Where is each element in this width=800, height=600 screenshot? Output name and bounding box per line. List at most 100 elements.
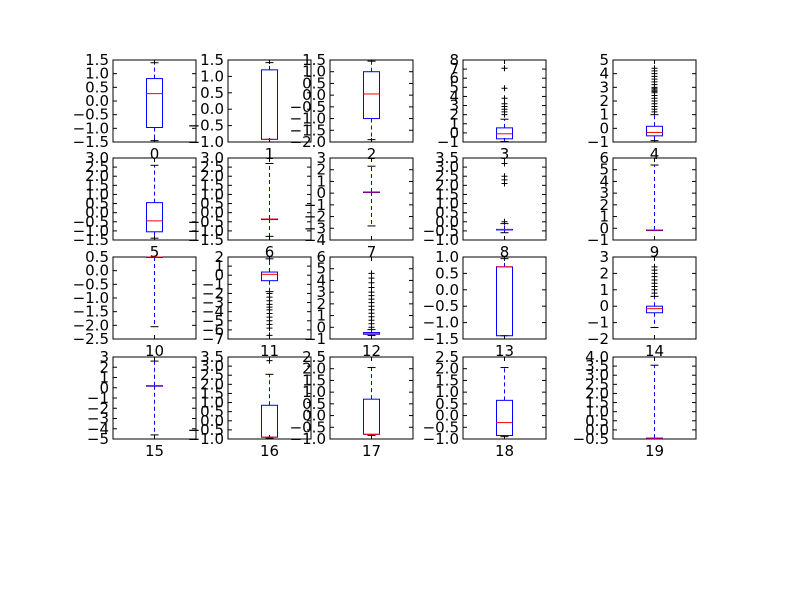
ytick-label: 0.0 <box>302 86 326 104</box>
ytick-label: 1 <box>316 307 326 325</box>
ytick-label: 3.0 <box>200 357 224 375</box>
ytick-label: 2.5 <box>200 366 224 384</box>
box <box>146 202 163 233</box>
ytick-label: 3.5 <box>200 348 224 366</box>
ytick-label: 1 <box>316 172 326 190</box>
xtick-label: 11 <box>260 342 279 360</box>
ytick-label: 0.0 <box>200 100 224 118</box>
ytick-label: 0 <box>214 266 224 284</box>
flier-point <box>501 218 508 225</box>
ytick-label: 0.0 <box>85 204 109 222</box>
ytick-label: 0.5 <box>200 403 224 421</box>
ytick-label: 4 <box>599 65 609 83</box>
box <box>646 305 663 314</box>
ytick-label: 1 <box>214 257 224 275</box>
ytick-label: 1.5 <box>435 371 459 389</box>
ytick-label: 0.5 <box>435 395 459 413</box>
subplot-8: −1.0−0.50.00.51.01.52.02.53.03.5 8 <box>423 149 547 261</box>
ytick-label: 2.5 <box>585 375 609 393</box>
ytick-label: 0.0 <box>85 262 109 280</box>
ytick-label: 2.5 <box>302 348 326 366</box>
ytick-label: 4 <box>316 271 326 289</box>
ytick-label: 2 <box>316 161 326 179</box>
ytick-label: 3 <box>316 283 326 301</box>
ytick-label: −1.0 <box>423 314 459 332</box>
xtick-label: 9 <box>650 243 660 261</box>
ytick-label: 2.0 <box>585 384 609 402</box>
ytick-label: −2.0 <box>290 133 326 151</box>
ytick-label: −1 <box>304 196 326 214</box>
xtick-label: 2 <box>367 145 377 163</box>
ytick-label: −0.5 <box>423 222 459 240</box>
ytick-label: 3 <box>99 348 109 366</box>
ytick-label: 3 <box>449 97 459 115</box>
ytick-label: 3.0 <box>435 158 459 176</box>
ytick-label: 0 <box>316 318 326 336</box>
ytick-label: 2.5 <box>85 158 109 176</box>
ytick-label: 0 <box>316 184 326 202</box>
ytick-label: −2 <box>587 330 609 348</box>
ytick-label: 2 <box>449 106 459 124</box>
ytick-label: −1.0 <box>73 119 109 137</box>
ytick-label: 3.5 <box>585 357 609 375</box>
ytick-label: 1.0 <box>85 185 109 203</box>
ytick-label: −1.0 <box>423 231 459 249</box>
ytick-label: 0.0 <box>200 412 224 430</box>
ytick-label: 3.0 <box>200 149 224 167</box>
ytick-label: 1.0 <box>85 65 109 83</box>
ytick-label: −0.5 <box>188 117 224 135</box>
ytick-label: −1.0 <box>73 222 109 240</box>
ytick-label: −1.0 <box>188 430 224 448</box>
ytick-label: 0.5 <box>85 78 109 96</box>
xtick-label: 18 <box>495 442 514 460</box>
xtick-label: 4 <box>650 145 660 163</box>
ytick-label: −2.5 <box>73 330 109 348</box>
ytick-label: −0.5 <box>73 213 109 231</box>
ytick-label: −1.5 <box>290 121 326 139</box>
ytick-label: 0 <box>599 219 609 237</box>
ytick-label: 2.5 <box>435 167 459 185</box>
ytick-label: 3 <box>599 248 609 266</box>
ytick-label: 0 <box>449 124 459 142</box>
ytick-label: 0.0 <box>435 407 459 425</box>
xtick-label: 5 <box>150 243 160 261</box>
ytick-label: −1.0 <box>423 430 459 448</box>
xtick-label: 15 <box>145 442 164 460</box>
ytick-label: 4.0 <box>585 348 609 366</box>
ytick-label: 1.5 <box>85 176 109 194</box>
xtick-label: 3 <box>500 145 510 163</box>
ytick-label: −1 <box>87 389 109 407</box>
subplot-13: −1.5−1.0−0.50.00.51.0 13 <box>423 248 547 360</box>
subplot-18: −1.0−0.50.00.51.01.52.02.5 18 <box>423 348 547 460</box>
ytick-label: 3.0 <box>85 149 109 167</box>
ytick-label: −3 <box>304 219 326 237</box>
ytick-label: 2 <box>599 92 609 110</box>
ytick-label: 0.0 <box>200 204 224 222</box>
ytick-label: 0.0 <box>85 92 109 110</box>
ytick-label: 1 <box>599 106 609 124</box>
ytick-label: 3.0 <box>585 366 609 384</box>
ytick-label: 2 <box>599 264 609 282</box>
ytick-label: 2.0 <box>200 167 224 185</box>
ytick-label: 1.0 <box>435 195 459 213</box>
ytick-label: 2 <box>99 358 109 376</box>
ytick-label: −0.5 <box>423 297 459 315</box>
ytick-label: −1.5 <box>73 303 109 321</box>
ytick-label: 2.5 <box>435 348 459 366</box>
flier-point <box>501 85 508 92</box>
subplot-6: −1.5−1.0−0.50.00.51.01.52.02.53.0 6 <box>188 149 312 261</box>
ytick-label: −0.5 <box>188 213 224 231</box>
ytick-label: 7 <box>449 60 459 78</box>
ytick-label: −1 <box>587 231 609 249</box>
ytick-label: 1.0 <box>585 403 609 421</box>
ytick-label: −1.0 <box>188 133 224 151</box>
box <box>261 271 278 282</box>
axes-frame <box>462 256 547 340</box>
ytick-label: 8 <box>449 51 459 69</box>
ytick-label: −0.5 <box>290 98 326 116</box>
ytick-label: 0.0 <box>435 213 459 231</box>
ytick-label: −5 <box>87 430 109 448</box>
